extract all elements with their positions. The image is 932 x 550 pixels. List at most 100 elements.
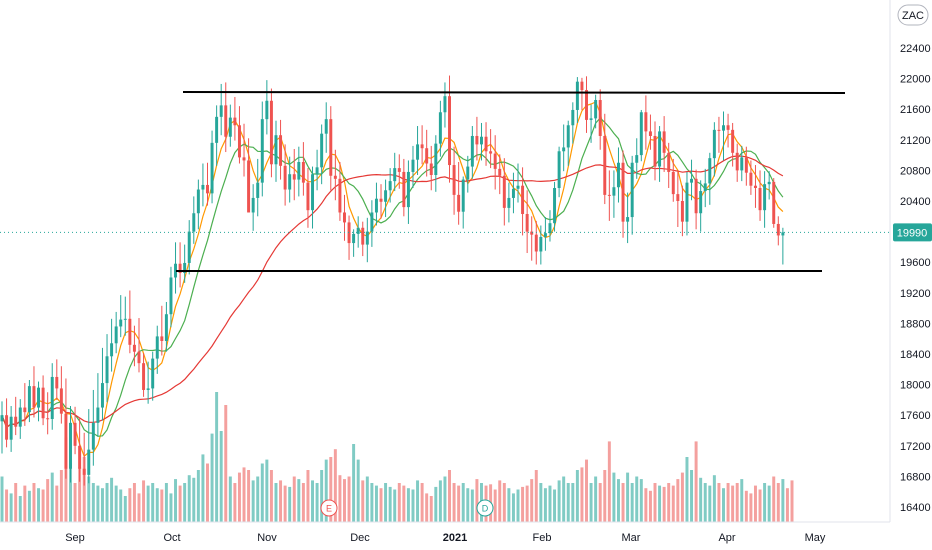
candle-body (475, 135, 479, 145)
symbol-badge-frame (897, 4, 929, 26)
volume-bar (758, 489, 762, 522)
candle (128, 290, 132, 354)
candle-body (553, 187, 557, 224)
volume-bar (338, 475, 342, 522)
candle (201, 163, 205, 207)
volume-bar (260, 463, 264, 522)
candle-body (731, 129, 735, 153)
candle (384, 179, 388, 218)
volume-bar (635, 476, 639, 522)
volume-bar (525, 485, 529, 522)
candle-body (653, 135, 657, 167)
candle-body (96, 407, 100, 423)
volume-bar (785, 488, 789, 522)
candle (183, 244, 187, 283)
time-tick-label: Apr (718, 532, 735, 544)
volume-bar (23, 485, 27, 522)
last-price-label: 19990 (897, 227, 928, 239)
candle (699, 180, 703, 232)
moving-averages (1, 101, 784, 458)
candle-body (521, 185, 525, 215)
volume-bar (174, 479, 178, 522)
volume-bar (9, 493, 13, 522)
volume-bar (594, 476, 598, 522)
candle (320, 124, 324, 185)
volume-bar (717, 483, 721, 522)
price-tick-label: 20400 (900, 196, 931, 208)
candle-body (484, 136, 488, 152)
candle-body (735, 152, 739, 171)
volume-bar (735, 483, 739, 522)
price-axis[interactable]: 16400 16800 17200 17600 18000 18400 18800 19200… (900, 43, 931, 514)
candle-body (119, 319, 123, 327)
candle (37, 381, 41, 422)
candle-body (534, 234, 538, 252)
volume-bar (64, 437, 68, 522)
trendlines[interactable] (176, 91, 846, 272)
volume-bar (731, 485, 735, 522)
candle (475, 116, 479, 161)
candle-body (260, 119, 264, 183)
candle-body (470, 135, 474, 167)
event-marker-d[interactable]: D (476, 499, 494, 517)
candle-body (219, 105, 223, 117)
volume-bar (388, 486, 392, 522)
candle (283, 144, 287, 206)
candle (55, 359, 59, 400)
event-marker-e[interactable]: E (320, 499, 338, 517)
candle-body (155, 336, 159, 359)
candle (78, 417, 82, 482)
price-tick-label: 16800 (900, 471, 931, 483)
volume-bar (365, 476, 369, 522)
candle (279, 119, 283, 180)
volume-bar (73, 483, 77, 522)
volume-bar (269, 470, 273, 522)
candle (352, 229, 356, 257)
candle (365, 217, 369, 263)
candle (740, 145, 744, 182)
volume-bar (575, 470, 579, 522)
volume-bar (384, 483, 388, 522)
volume-bar (329, 457, 333, 522)
symbol-badge-text: ZAC (902, 10, 924, 22)
candle (32, 366, 36, 418)
candle-body (434, 143, 438, 175)
candle (767, 171, 771, 200)
candle-body (694, 178, 698, 214)
event-marker-circle (320, 499, 338, 517)
candle-body (169, 277, 173, 315)
symbol-badge[interactable]: ZAC (897, 4, 929, 26)
volume-bar (397, 483, 401, 522)
candle (731, 122, 735, 167)
volume-bar (105, 483, 109, 522)
volume-bar (580, 467, 584, 522)
candle (388, 168, 392, 203)
price-tick-label: 21600 (900, 104, 931, 116)
candle-body (639, 112, 643, 156)
volume-bar (448, 470, 451, 522)
candle-body (397, 168, 401, 172)
candle-body (498, 168, 502, 176)
volume-bar (128, 488, 132, 522)
trendline-resistance[interactable] (182, 91, 846, 94)
candle-body (461, 179, 465, 212)
time-axis[interactable]: Sep Oct Nov Dec 2021 Feb Mar Apr May (0, 521, 890, 544)
candle (690, 159, 694, 201)
candle (343, 194, 346, 241)
event-marker-label: D (482, 504, 489, 514)
candle (712, 122, 716, 177)
price-tick-label: 18400 (900, 349, 931, 361)
volume-bar (685, 457, 689, 522)
candle-body (671, 171, 675, 195)
candle (461, 176, 465, 229)
candle (493, 135, 497, 190)
candle (434, 135, 438, 192)
candle-body (206, 184, 209, 194)
candle (758, 170, 762, 221)
candle-body (274, 135, 278, 165)
candle-body (14, 416, 18, 427)
candle (585, 76, 588, 133)
candle (333, 149, 337, 201)
